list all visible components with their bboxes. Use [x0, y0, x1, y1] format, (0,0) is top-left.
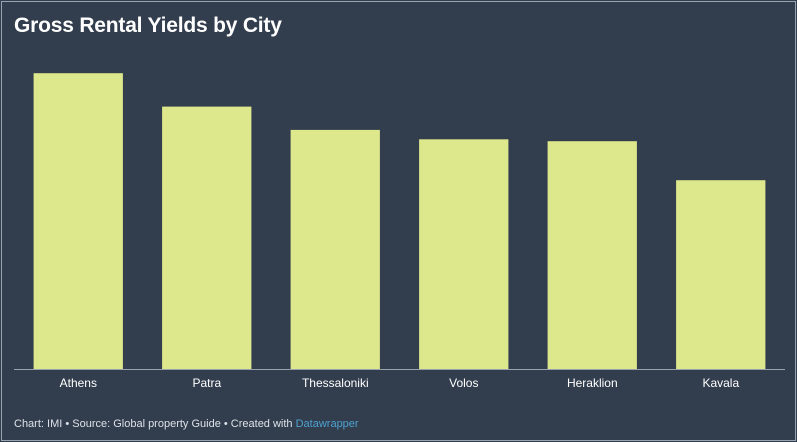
tick-label-athens: Athens: [60, 376, 97, 390]
bar-athens: [33, 73, 123, 369]
bar-heraklion: [547, 141, 637, 369]
datawrapper-link[interactable]: Datawrapper: [295, 418, 359, 430]
tick-label-volos: Volos: [449, 376, 478, 390]
bar-volos: [419, 139, 509, 369]
tick-label-thessaloniki: Thessaloniki: [302, 376, 369, 390]
footer-credits: Chart: IMI • Source: Global property Gui…: [14, 418, 296, 430]
bar-thessaloniki: [290, 129, 380, 369]
bars-group: [33, 73, 766, 369]
x-axis-ticks: Athens Patra Thessaloniki Volos Heraklion Kav…: [60, 376, 740, 390]
tick-label-kavala: Kavala: [702, 376, 739, 390]
chart-title: Gross Rental Yields by City: [14, 14, 282, 37]
tick-label-heraklion: Heraklion: [567, 376, 618, 390]
bar-patra: [162, 106, 252, 369]
bar-kavala: [676, 180, 766, 369]
bar-chart: Athens Patra Thessaloniki Volos Heraklion Kav…: [14, 73, 785, 390]
tick-label-patra: Patra: [192, 376, 221, 390]
chart-footer: Chart: IMI • Source: Global property Gui…: [14, 418, 359, 430]
